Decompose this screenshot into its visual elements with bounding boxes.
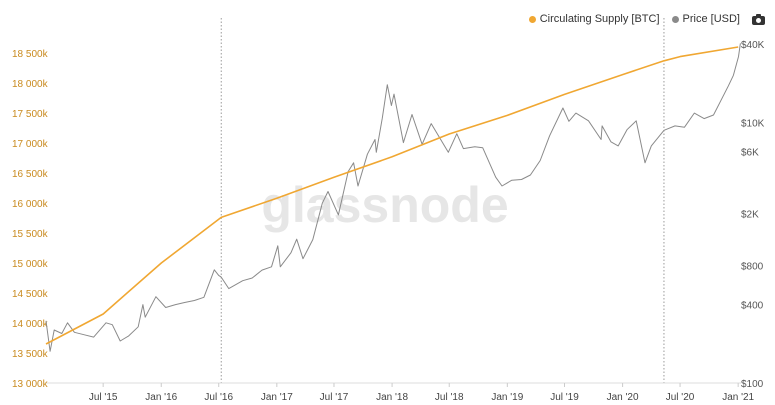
x-tick-label: Jan '19 bbox=[491, 392, 523, 403]
y-right-tick-label: $40K bbox=[741, 40, 765, 51]
y-left-tick-label: 17 500k bbox=[12, 109, 49, 120]
y-right-tick-label: $2K bbox=[741, 210, 759, 221]
x-tick-label: Jan '16 bbox=[145, 392, 177, 403]
x-tick-label: Jan '18 bbox=[376, 392, 408, 403]
x-axis: Jul '15 Jan '16 Jul '16 Jan '17 Jul '17 Jan '… bbox=[46, 382, 755, 403]
y-left-tick-label: 14 000k bbox=[12, 319, 49, 330]
y-left-tick-label: 16 500k bbox=[12, 169, 49, 180]
y-left-tick-label: 13 500k bbox=[12, 349, 49, 360]
x-tick-label: Jul '18 bbox=[435, 392, 464, 403]
y-right-tick-label: $10K bbox=[741, 118, 765, 129]
legend-swatch-supply bbox=[528, 15, 536, 23]
legend-item-price[interactable]: Price [USD] bbox=[671, 13, 740, 25]
y-right-tick-label: $100 bbox=[741, 379, 764, 390]
x-tick-label: Jul '15 bbox=[89, 392, 118, 403]
y-left-tick-label: 13 000k bbox=[12, 379, 49, 390]
legend-swatch-price bbox=[671, 15, 679, 23]
camera-icon[interactable] bbox=[752, 13, 765, 25]
legend: Circulating Supply [BTC] Price [USD] bbox=[528, 13, 765, 25]
y-left-tick-label: 16 000k bbox=[12, 199, 49, 210]
price-line bbox=[45, 43, 741, 352]
y-left-tick-label: 14 500k bbox=[12, 289, 49, 300]
y-axis-left: 13 000k 13 500k 14 000k 14 500k 15 000k 15 50… bbox=[12, 49, 49, 390]
supply-line bbox=[45, 46, 739, 345]
legend-label-supply: Circulating Supply [BTC] bbox=[539, 13, 660, 25]
y-left-tick-label: 17 000k bbox=[12, 139, 49, 150]
series-lines bbox=[45, 43, 741, 352]
legend-label-price: Price [USD] bbox=[682, 13, 740, 25]
y-left-tick-label: 18 500k bbox=[12, 49, 49, 60]
y-axis-right: $100 $400 $800 $2K $6K $10K $40K bbox=[741, 40, 765, 390]
y-right-tick-label: $400 bbox=[741, 301, 764, 312]
x-tick-label: Jul '19 bbox=[550, 392, 579, 403]
y-left-tick-label: 15 000k bbox=[12, 259, 49, 270]
watermark: glassnode bbox=[261, 177, 508, 233]
x-tick-label: Jul '20 bbox=[666, 392, 695, 403]
x-tick-label: Jul '17 bbox=[320, 392, 349, 403]
x-tick-label: Jan '21 bbox=[722, 392, 754, 403]
x-tick-label: Jan '17 bbox=[261, 392, 293, 403]
y-left-tick-label: 18 000k bbox=[12, 79, 49, 90]
legend-item-supply[interactable]: Circulating Supply [BTC] bbox=[528, 13, 660, 25]
y-right-tick-label: $800 bbox=[741, 261, 764, 272]
vertical-markers bbox=[220, 18, 665, 383]
y-right-tick-label: $6K bbox=[741, 147, 759, 158]
x-tick-label: Jan '20 bbox=[607, 392, 639, 403]
y-left-tick-label: 15 500k bbox=[12, 229, 49, 240]
x-tick-label: Jul '16 bbox=[204, 392, 233, 403]
